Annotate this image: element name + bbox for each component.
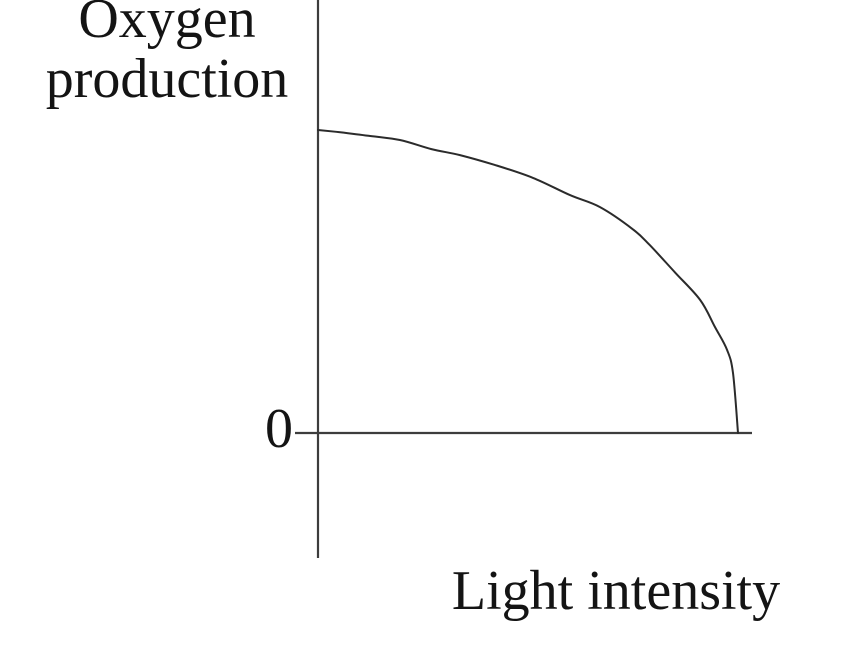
y-axis-label: Oxygen production (45, 0, 289, 110)
x-axis-label: Light intensity (451, 560, 781, 622)
origin-zero-label: 0 (265, 398, 293, 460)
oxygen-production-curve (317, 129, 739, 434)
